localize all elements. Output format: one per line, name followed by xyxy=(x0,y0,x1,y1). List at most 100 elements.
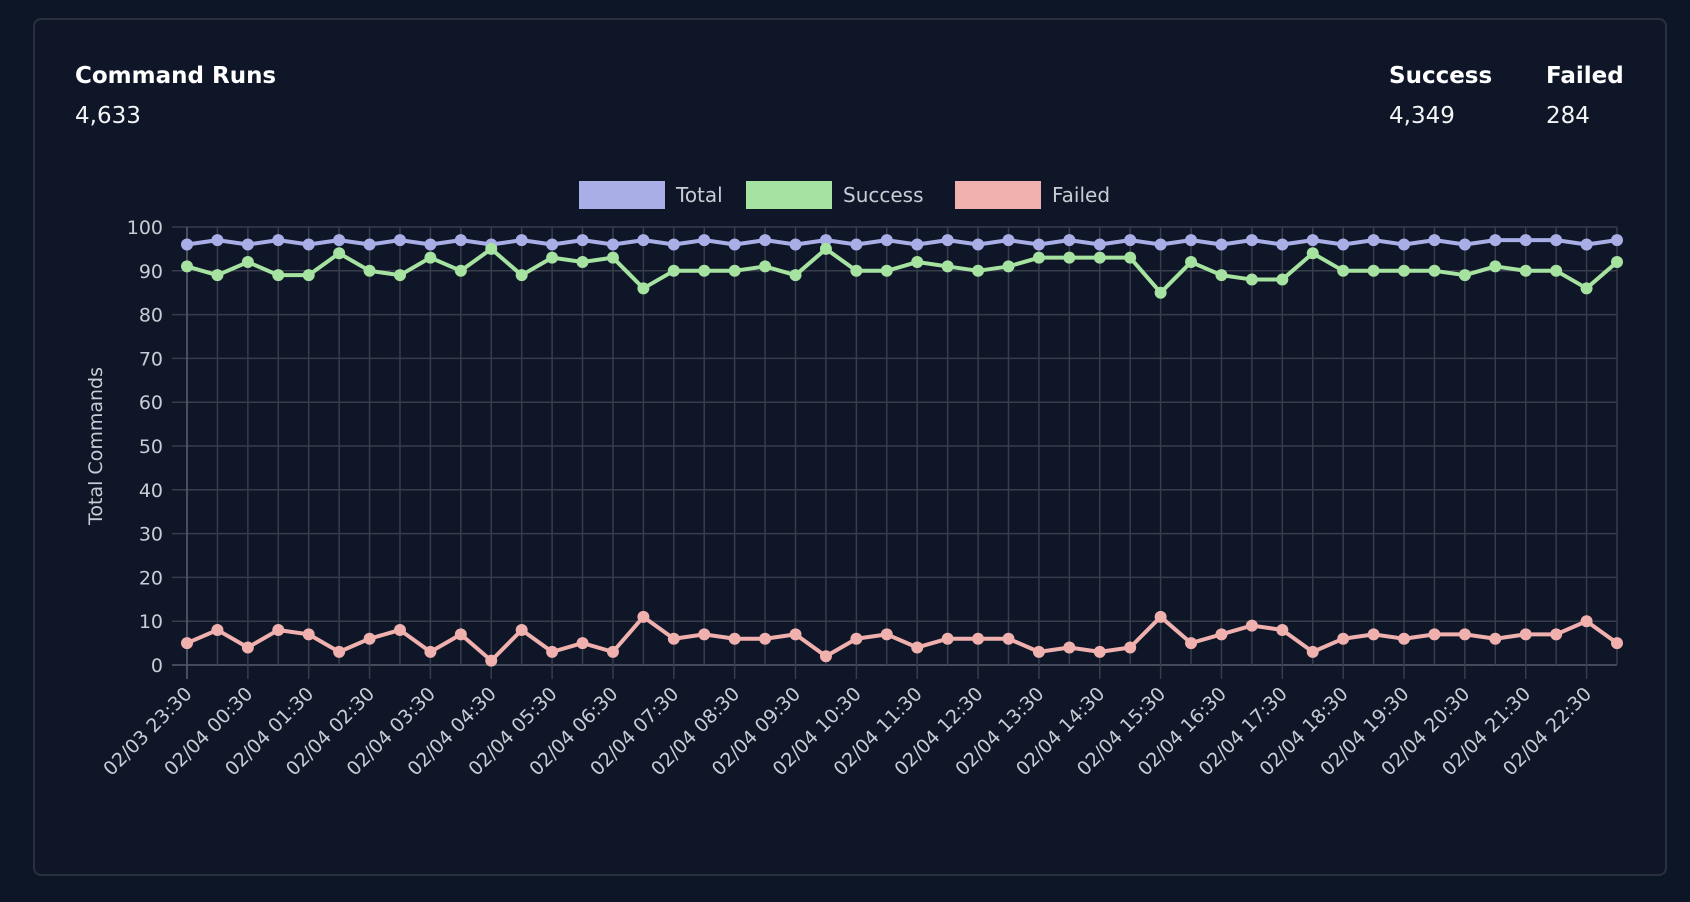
series-failed xyxy=(181,610,1623,667)
data-point xyxy=(1245,619,1258,632)
data-point xyxy=(1063,251,1076,264)
y-tick-label: 90 xyxy=(139,261,163,283)
data-point xyxy=(667,632,680,645)
data-point xyxy=(363,632,376,645)
data-point xyxy=(972,238,985,251)
series-total xyxy=(181,234,1623,251)
data-point xyxy=(1580,615,1593,628)
y-tick-label: 40 xyxy=(139,480,163,502)
y-tick-label: 30 xyxy=(139,524,163,546)
data-point xyxy=(211,234,224,247)
data-point xyxy=(1215,269,1228,282)
y-tick-label: 80 xyxy=(139,305,163,327)
data-point xyxy=(1093,251,1106,264)
data-point xyxy=(911,256,924,269)
data-point xyxy=(1185,234,1198,247)
success-value: 4,349 xyxy=(1389,103,1455,129)
data-point xyxy=(1550,234,1563,247)
data-point xyxy=(1428,234,1441,247)
data-point xyxy=(393,623,406,636)
data-point xyxy=(1367,264,1380,277)
data-point xyxy=(667,238,680,251)
data-point xyxy=(1276,238,1289,251)
data-point xyxy=(819,234,832,247)
data-point xyxy=(850,238,863,251)
data-point xyxy=(1124,251,1137,264)
data-point xyxy=(393,234,406,247)
data-point xyxy=(941,234,954,247)
data-point xyxy=(728,264,741,277)
data-point xyxy=(546,251,559,264)
legend-item-success: Success xyxy=(746,181,924,209)
data-point xyxy=(911,641,924,654)
data-point xyxy=(1032,645,1045,658)
data-point xyxy=(606,238,619,251)
data-point xyxy=(515,234,528,247)
data-point xyxy=(1337,632,1350,645)
data-point xyxy=(1276,623,1289,636)
data-point xyxy=(1306,234,1319,247)
data-point xyxy=(1185,637,1198,650)
data-point xyxy=(576,256,589,269)
y-tick-label: 10 xyxy=(139,611,163,633)
data-point xyxy=(1611,637,1623,650)
data-point xyxy=(1580,282,1593,295)
data-point xyxy=(1428,264,1441,277)
data-point xyxy=(1580,238,1593,251)
failed-stat: Failed 284 xyxy=(1546,62,1624,130)
command-runs-card xyxy=(33,18,1667,876)
data-point xyxy=(789,628,802,641)
data-point xyxy=(424,251,437,264)
data-point xyxy=(1002,260,1015,273)
data-point xyxy=(1489,632,1502,645)
failed-label: Failed xyxy=(1546,63,1624,89)
data-point xyxy=(850,632,863,645)
data-point xyxy=(1306,247,1319,260)
data-point xyxy=(1489,234,1502,247)
data-point xyxy=(1063,641,1076,654)
data-point xyxy=(606,645,619,658)
data-point xyxy=(1611,256,1623,269)
data-point xyxy=(789,269,802,282)
data-point xyxy=(789,238,802,251)
legend-label: Failed xyxy=(1052,183,1110,207)
data-point xyxy=(272,234,285,247)
data-point xyxy=(1458,628,1471,641)
data-point xyxy=(1276,273,1289,286)
data-point xyxy=(546,645,559,658)
data-point xyxy=(454,264,467,277)
data-point xyxy=(1458,238,1471,251)
data-point xyxy=(1124,641,1137,654)
data-point xyxy=(880,234,893,247)
legend-swatch xyxy=(746,181,832,209)
data-point xyxy=(698,264,711,277)
data-point xyxy=(363,264,376,277)
data-point xyxy=(606,251,619,264)
command-runs-total: 4,633 xyxy=(75,103,141,129)
data-point xyxy=(333,247,346,260)
data-point xyxy=(1215,628,1228,641)
data-point xyxy=(1093,238,1106,251)
data-point xyxy=(728,632,741,645)
y-axis-title: Total Commands xyxy=(85,367,107,526)
command-runs-stat: Command Runs 4,633 xyxy=(75,62,276,130)
legend-item-failed: Failed xyxy=(955,181,1110,209)
data-point xyxy=(1550,628,1563,641)
data-point xyxy=(698,628,711,641)
data-point xyxy=(302,269,315,282)
data-point xyxy=(1245,273,1258,286)
data-point xyxy=(424,238,437,251)
data-point xyxy=(485,242,498,255)
data-point xyxy=(759,260,772,273)
data-point xyxy=(302,238,315,251)
y-tick-label: 100 xyxy=(127,217,163,239)
data-point xyxy=(181,238,193,251)
legend-label: Success xyxy=(843,183,924,207)
data-point xyxy=(1519,234,1532,247)
data-point xyxy=(1337,264,1350,277)
data-point xyxy=(576,234,589,247)
data-point xyxy=(1337,238,1350,251)
data-point xyxy=(393,269,406,282)
y-tick-label: 50 xyxy=(139,436,163,458)
data-point xyxy=(972,264,985,277)
